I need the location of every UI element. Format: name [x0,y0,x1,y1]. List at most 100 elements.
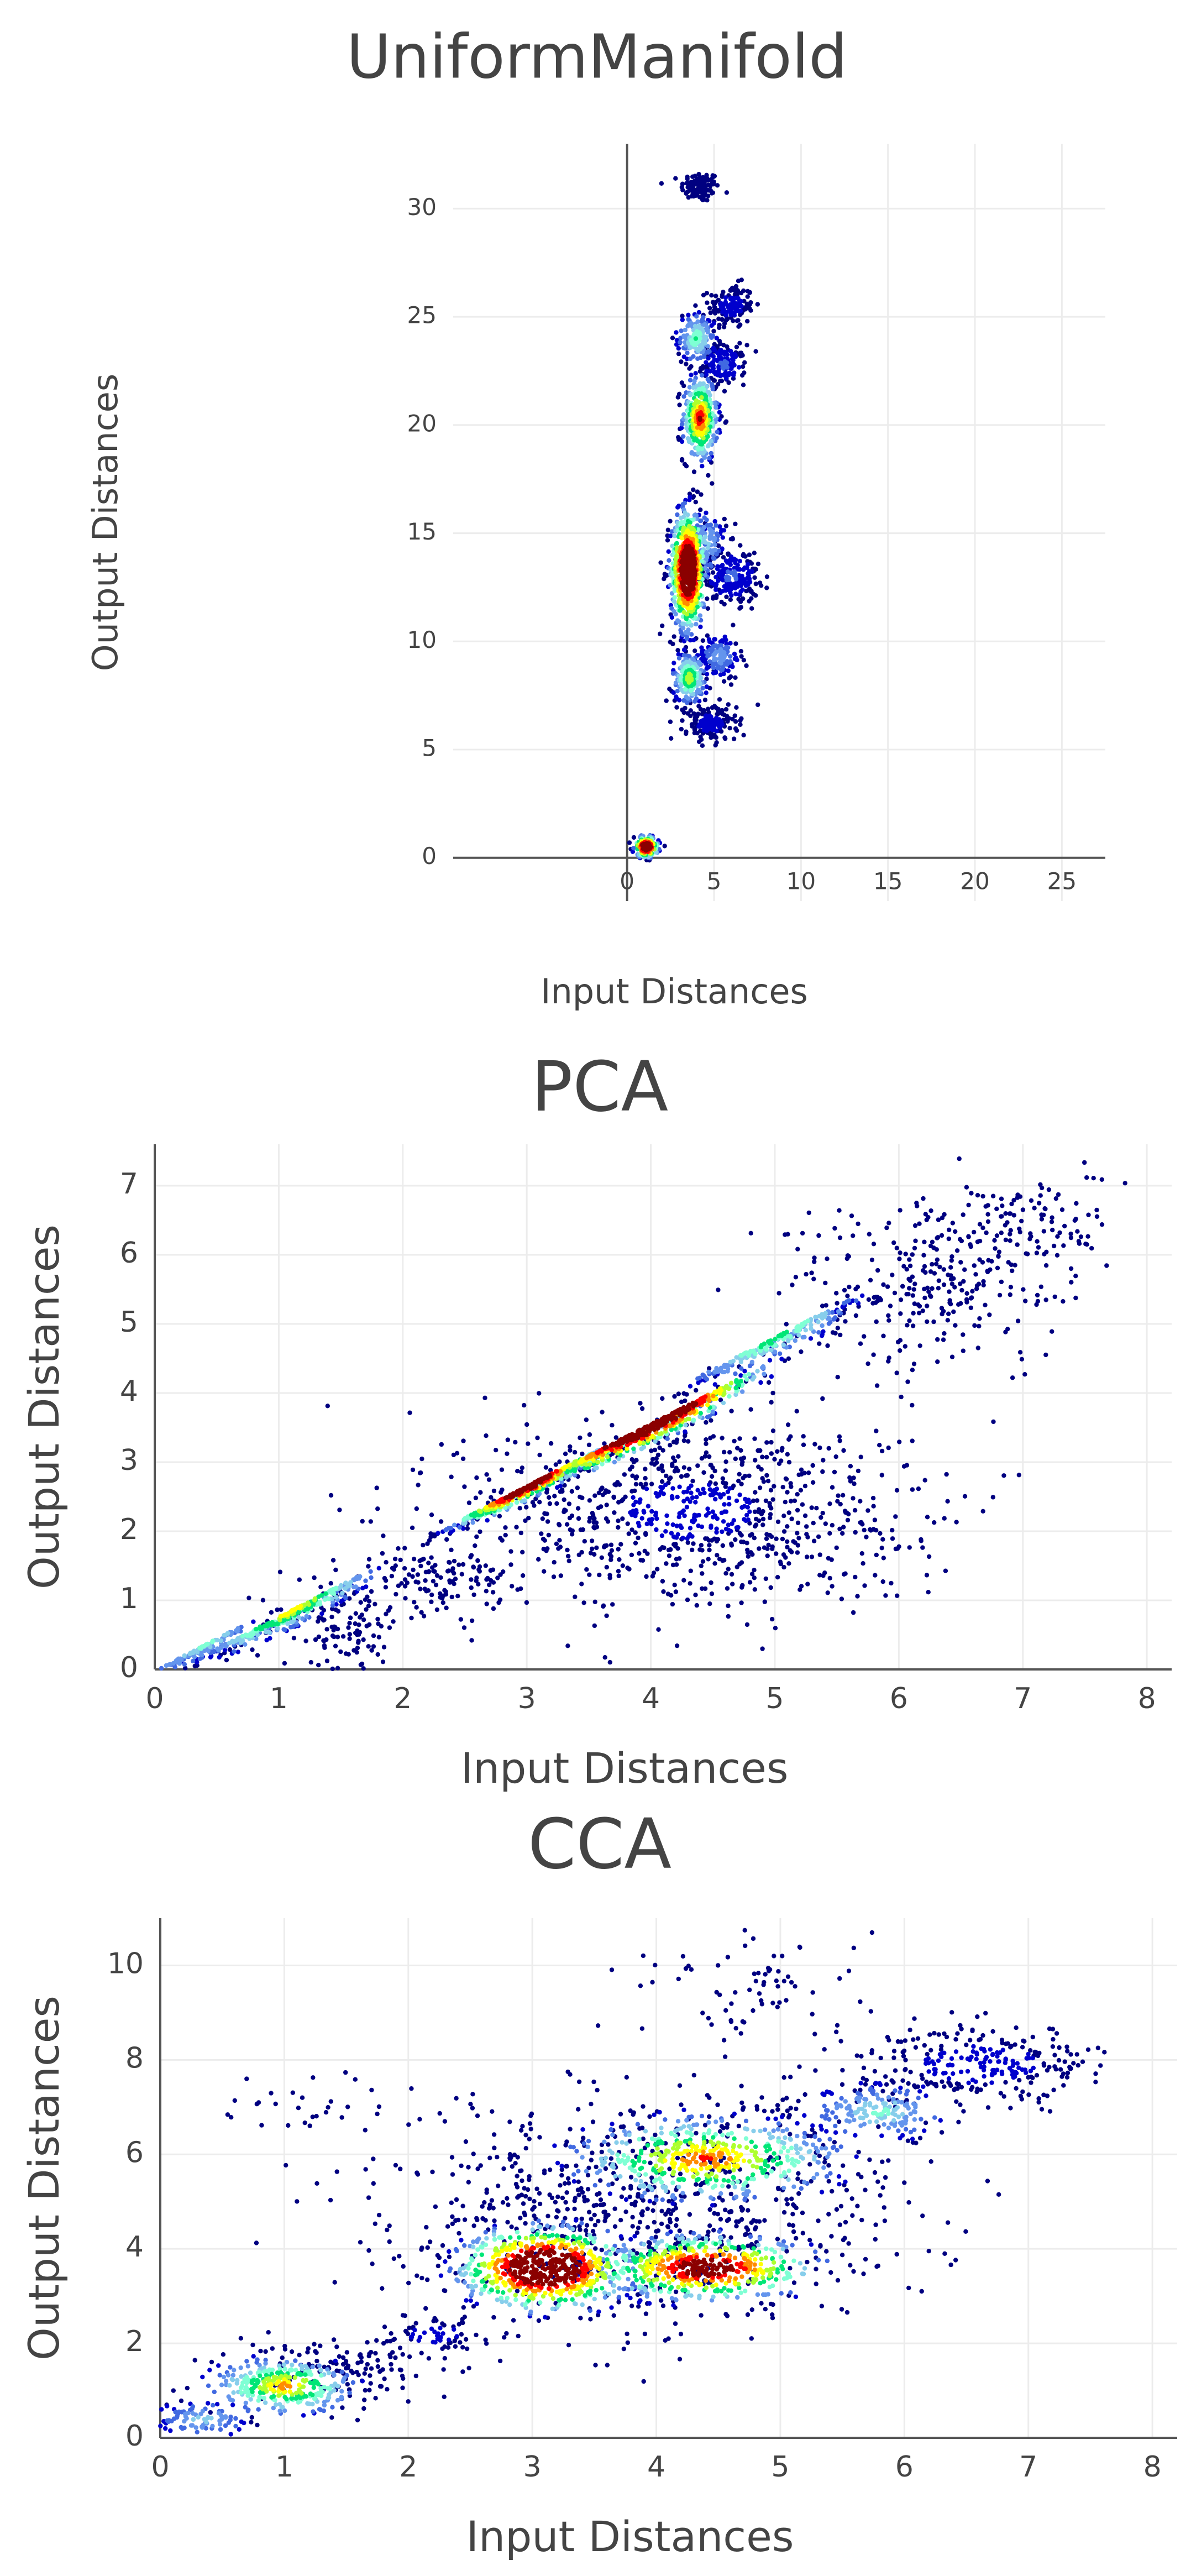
scatter-point [907,1257,912,1262]
scatter-point [655,1567,660,1572]
scatter-point [728,288,733,293]
scatter-point [390,1566,395,1570]
scatter-point [1015,1242,1020,1247]
scatter-point [705,545,710,551]
scatter-point [376,1566,381,1570]
scatter-point [604,1613,609,1619]
scatter-point [780,1536,785,1542]
scatter-point [698,734,703,740]
scatter-point [468,1554,473,1560]
scatter-point [1083,1242,1088,1247]
scatter-point [713,1496,718,1502]
scatter-point [804,1554,810,1559]
scatter-point [719,378,725,384]
scatter-point [699,373,705,378]
scatter-point [669,615,675,620]
scatter-point [537,1500,542,1505]
scatter-point [548,1441,554,1446]
scatter-point [898,1338,903,1343]
scatter-point [681,610,687,615]
scatter-point [281,1627,286,1632]
scatter-point [739,1560,744,1565]
scatter-point [811,1521,816,1526]
scatter-point [644,1521,649,1526]
scatter-point [462,1484,467,1489]
scatter-point [706,356,711,361]
scatter-point [922,1478,927,1483]
scatter-point [643,1531,648,1536]
scatter-point [717,410,722,415]
scatter-point [687,498,692,502]
scatter-point [541,1536,546,1542]
scatter-point [1086,1212,1091,1217]
scatter-point [779,1448,784,1453]
scatter-point [1073,1295,1078,1301]
scatter-point [805,1582,810,1587]
scatter-point [714,531,720,536]
scatter-point [460,1456,466,1462]
scatter-point [834,1291,839,1296]
scatter-point [649,1448,654,1453]
scatter-point [837,1235,843,1240]
scatter-point [501,1569,506,1574]
scatter-point [558,1544,563,1549]
scatter-point [417,1558,422,1563]
scatter-point [665,527,671,532]
scatter-point [517,1506,522,1511]
scatter-point [687,385,692,390]
scatter-point [781,1514,786,1519]
scatter-point [697,1547,702,1552]
scatter-point [1057,1230,1062,1235]
scatter-point [690,1547,695,1552]
scatter-point [757,1485,763,1490]
scatter-point [1054,1253,1060,1258]
scatter-point [916,1302,921,1307]
scatter-point [717,697,722,702]
scatter-point [931,1319,936,1324]
scatter-point [758,1380,763,1385]
scatter-point [217,1654,222,1660]
scatter-point [1043,1263,1049,1268]
scatter-point [753,1516,759,1522]
scatter-point [913,1238,918,1243]
scatter-point [1050,1227,1055,1233]
scatter-point [862,1527,867,1533]
scatter-point [817,1445,822,1451]
scatter-point [191,1658,196,1664]
scatter-point [772,1484,776,1489]
scatter-point [705,1415,710,1420]
scatter-point [684,729,689,734]
y-tick-label: 0 [422,842,437,870]
scatter-point [688,637,693,643]
scatter-point [862,1334,867,1339]
scatter-point [536,1557,541,1562]
scatter-point [739,1505,744,1510]
scatter-point [688,1499,693,1504]
scatter-point [600,1462,605,1467]
scatter-point [712,651,718,656]
scatter-point [926,1214,931,1220]
scatter-point [814,1506,819,1511]
scatter-point [700,1559,706,1564]
scatter-point [675,395,681,400]
scatter-point [676,1391,681,1396]
scatter-point [1016,1473,1022,1478]
scatter-point [575,1506,581,1511]
scatter-point [610,1423,615,1428]
scatter-point [484,1433,489,1438]
scatter-point [672,1469,678,1474]
scatter-point [879,1448,885,1454]
scatter-point [366,1557,372,1562]
scatter-point [881,1333,886,1338]
scatter-point [786,1561,791,1566]
scatter-point [681,1578,686,1583]
scatter-point [693,336,699,341]
scatter-point [744,663,749,668]
scatter-point [644,1486,649,1491]
scatter-point [921,1253,926,1258]
scatter-point [855,1594,860,1599]
scatter-point [361,1617,366,1622]
scatter-point [210,1638,215,1643]
scatter-point [732,713,737,718]
scatter-point [1040,1185,1045,1191]
